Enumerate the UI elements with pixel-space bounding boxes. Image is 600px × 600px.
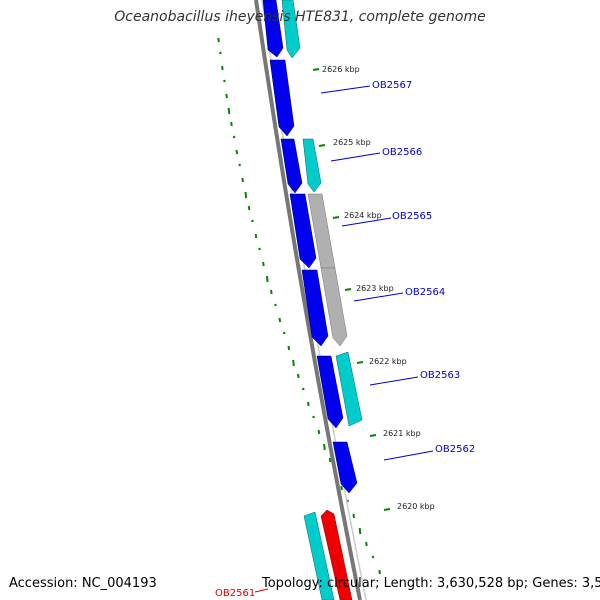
gene-labels: OB2567 OB2566 OB2565 OB2564 OB2563 OB256…	[215, 80, 475, 599]
kbp-label: 2624 kbp	[344, 211, 382, 220]
cds-reverse-grey[interactable]	[320, 267, 348, 347]
gene-label[interactable]: OB2563	[420, 370, 460, 381]
gc-tick	[352, 513, 356, 519]
gc-tick	[274, 303, 277, 307]
gc-tick	[312, 415, 315, 419]
kbp-tick	[369, 434, 377, 437]
gene-label-highlight[interactable]: OB2561	[215, 588, 255, 599]
accession-text: Accession: NC_004193	[9, 576, 157, 591]
gc-tick	[265, 275, 269, 283]
gc-tick	[307, 401, 310, 407]
gc-tick	[301, 387, 305, 391]
gene-label[interactable]: OB2566	[382, 147, 422, 158]
kbp-label: 2621 kbp	[383, 429, 421, 438]
gc-tick	[365, 541, 368, 547]
kbp-label: 2623 kbp	[356, 284, 394, 293]
gene-label[interactable]: OB2564	[405, 287, 445, 298]
cds-reverse[interactable]	[335, 351, 363, 427]
kbp-label: 2622 kbp	[369, 357, 407, 366]
kbp-label: 2626 kbp	[322, 65, 360, 74]
backbone-outer	[254, 0, 362, 600]
gc-tick	[378, 569, 381, 575]
gc-tick	[292, 359, 295, 367]
gc-tick	[317, 429, 321, 435]
gc-tick	[223, 79, 226, 83]
gc-tick	[346, 499, 349, 503]
gc-tick	[219, 51, 222, 55]
gene-leader-line	[341, 217, 392, 227]
kbp-tick	[356, 361, 364, 364]
gc-tick	[278, 317, 282, 323]
kbp-tick	[312, 68, 320, 71]
kbp-label: 2620 kbp	[397, 502, 435, 511]
cds-forward[interactable]	[269, 59, 295, 137]
cds-forward[interactable]	[301, 269, 329, 347]
gc-tick	[282, 331, 286, 335]
cds-forward[interactable]	[289, 193, 317, 269]
gc-tick	[232, 135, 236, 139]
gc-tick	[340, 485, 343, 491]
gene-leader-line	[369, 376, 419, 386]
cds-reverse[interactable]	[281, 0, 301, 59]
cds-forward[interactable]	[280, 138, 303, 194]
gene-leader-line-highlight	[254, 588, 269, 593]
gc-tick	[244, 191, 248, 199]
kbp-tick	[318, 144, 326, 147]
gc-tick	[247, 205, 251, 211]
gc-tick	[227, 107, 231, 115]
kbp-label: 2625 kbp	[333, 138, 371, 147]
gc-tick	[258, 247, 261, 251]
gene-leader-line	[320, 85, 371, 94]
kbp-ruler: 2626 kbp 2625 kbp 2624 kbp 2623 kbp 2622…	[312, 65, 435, 511]
gc-content-track	[217, 37, 381, 575]
gc-tick	[287, 345, 291, 351]
cds-forward[interactable]	[262, 0, 284, 58]
gc-tick	[238, 163, 242, 167]
gc-tick	[254, 233, 258, 239]
gc-tick	[328, 457, 332, 463]
cds-reverse[interactable]	[303, 511, 335, 600]
kbp-tick	[383, 508, 391, 511]
gene-leader-line	[353, 292, 404, 302]
gc-tick	[230, 121, 233, 127]
forward-cds-track	[262, 0, 358, 494]
gc-tick	[270, 289, 273, 295]
cds-reverse[interactable]	[302, 138, 322, 193]
gc-tick	[217, 37, 220, 43]
gc-tick	[297, 373, 300, 379]
gc-tick	[225, 93, 228, 99]
gc-tick	[262, 261, 265, 267]
gc-tick	[323, 443, 326, 451]
gc-tick	[221, 65, 224, 71]
gc-tick	[358, 527, 362, 535]
cds-highlight-ob2561[interactable]	[320, 509, 353, 600]
gene-label[interactable]: OB2567	[372, 80, 412, 91]
genome-summary-text: Topology: circular; Length: 3,630,528 bp…	[262, 576, 600, 591]
genome-title: Oceanobacillus iheyensis HTE831, complet…	[114, 9, 486, 25]
gene-leader-line	[383, 450, 434, 461]
gene-label[interactable]: OB2565	[392, 211, 432, 222]
kbp-tick	[344, 288, 352, 291]
cds-forward[interactable]	[332, 441, 358, 494]
gc-tick	[251, 219, 254, 223]
gc-tick	[371, 555, 375, 559]
gc-tick	[235, 149, 239, 155]
reverse-cds-track	[281, 0, 363, 600]
gene-label[interactable]: OB2562	[435, 444, 475, 455]
gc-tick	[241, 177, 244, 183]
cds-forward[interactable]	[316, 355, 344, 429]
gene-leader-line	[330, 152, 381, 162]
kbp-tick	[332, 216, 340, 219]
